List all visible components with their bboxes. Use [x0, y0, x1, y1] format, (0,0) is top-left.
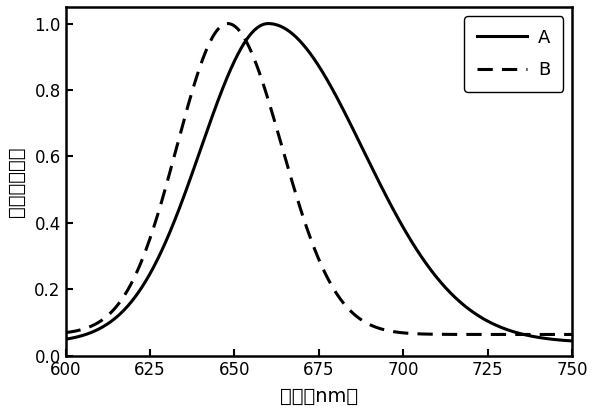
B	[555, 332, 562, 337]
B	[309, 240, 316, 245]
Y-axis label: 相对荧光强度: 相对荧光强度	[7, 146, 26, 217]
A	[265, 21, 272, 26]
B	[88, 324, 95, 329]
B	[62, 330, 69, 335]
B	[554, 332, 561, 337]
Line: B: B	[65, 24, 572, 335]
A	[309, 54, 316, 59]
B	[224, 21, 231, 26]
A	[295, 37, 302, 42]
B	[461, 332, 468, 337]
A	[461, 304, 468, 309]
B	[295, 201, 302, 206]
A	[88, 330, 95, 335]
Legend: A, B: A, B	[464, 16, 563, 92]
A	[569, 339, 576, 344]
Line: A: A	[65, 24, 572, 341]
B	[569, 332, 576, 337]
A	[62, 337, 69, 342]
A	[555, 337, 562, 342]
A	[554, 337, 561, 342]
X-axis label: 波长（nm）: 波长（nm）	[280, 387, 358, 406]
